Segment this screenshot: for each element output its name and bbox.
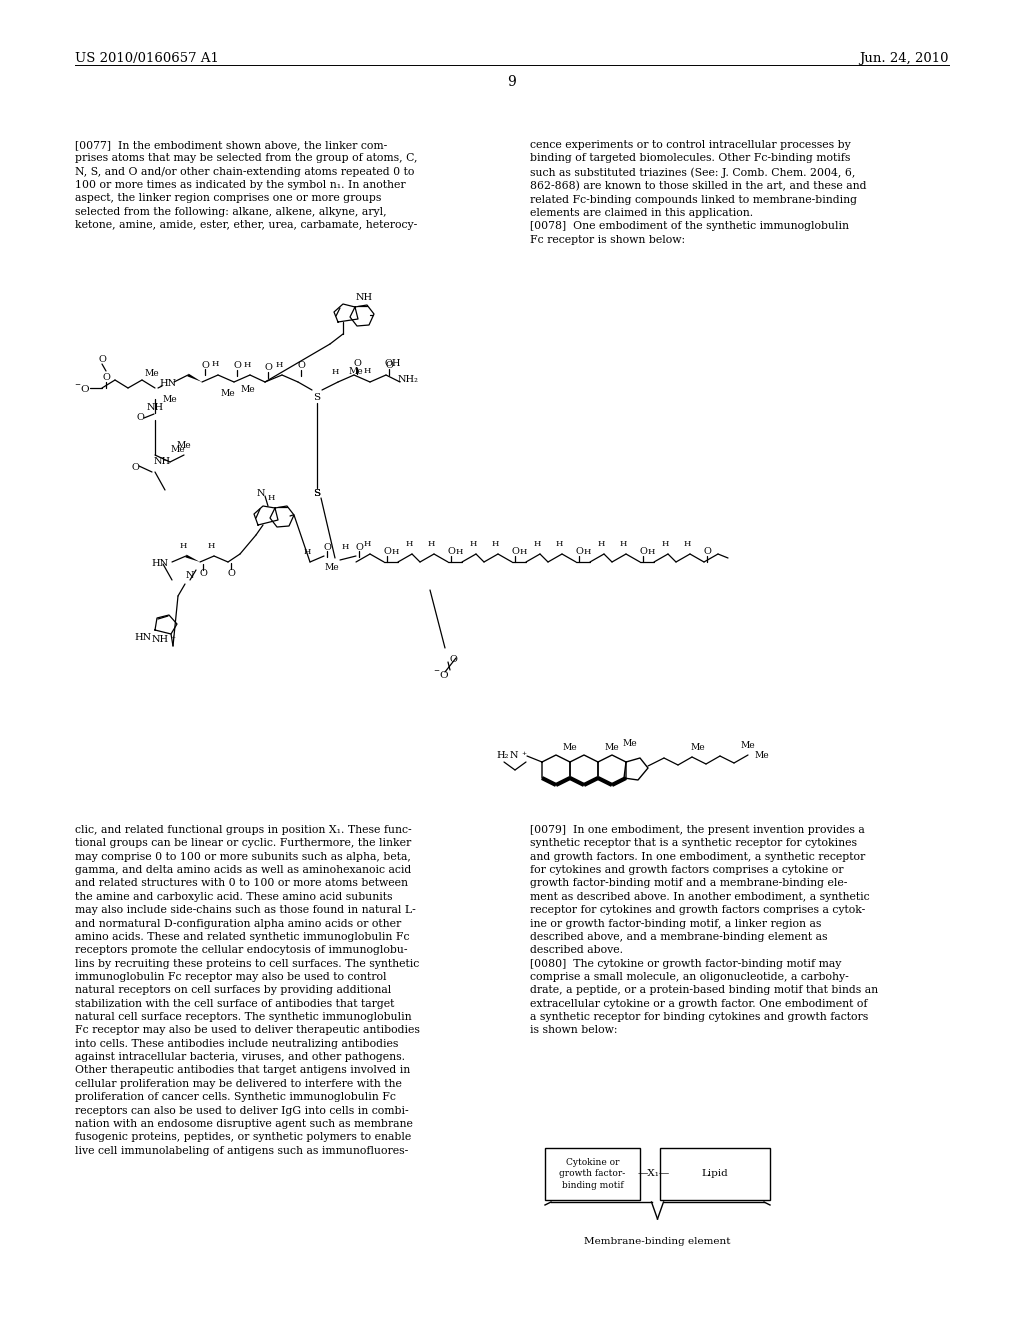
Text: Me: Me [349,367,364,376]
Text: Me: Me [177,441,191,450]
Text: cence experiments or to control intracellular processes by
binding of targeted b: cence experiments or to control intracel… [530,140,866,244]
Text: Me: Me [605,743,620,752]
Text: 9: 9 [508,75,516,88]
Text: Me: Me [241,385,255,395]
Text: $^+$: $^+$ [520,751,527,759]
Text: Me: Me [144,370,160,379]
Text: O: O [227,569,234,578]
Text: clic, and related functional groups in position X₁. These func-
tional groups ca: clic, and related functional groups in p… [75,825,420,1155]
Text: Lipid: Lipid [701,1170,728,1179]
Text: O: O [383,548,391,557]
Polygon shape [185,554,200,562]
Text: O: O [447,548,455,557]
Text: NH: NH [152,635,169,644]
Text: $^{-}$O: $^{-}$O [433,669,450,681]
Text: H: H [662,540,669,548]
Text: H: H [267,494,274,502]
Bar [660,1148,770,1200]
Text: OH: OH [385,359,401,367]
Text: O: O [264,363,272,372]
Text: H: H [492,540,499,548]
Text: O: O [297,362,305,371]
Text: $^{-}$O: $^{-}$O [74,383,90,393]
Text: S: S [313,488,321,498]
Text: NH₂: NH₂ [397,375,419,384]
Text: O: O [450,656,457,664]
Text: Me: Me [740,742,756,751]
Text: O: O [136,413,144,422]
Text: O: O [199,569,207,578]
Text: O: O [703,548,711,557]
Text: Me: Me [171,446,185,454]
Text: [0077]  In the embodiment shown above, the linker com-
prises atoms that may be : [0077] In the embodiment shown above, th… [75,140,418,230]
Text: O: O [323,543,331,552]
Text: NH: NH [355,293,373,302]
Text: H₂: H₂ [497,751,509,759]
Text: O: O [639,548,647,557]
Text: H: H [406,540,413,548]
Text: O: O [575,548,583,557]
Text: H: H [303,548,310,556]
Text: O: O [355,543,362,552]
Text: N: N [257,488,265,498]
Text: H: H [555,540,562,548]
Text: NH: NH [154,458,171,466]
Text: Me: Me [221,389,236,399]
Text: O: O [201,360,209,370]
Text: H: H [275,360,283,370]
Text: O: O [131,463,139,473]
Text: O: O [102,374,110,383]
Text: NH: NH [146,403,164,412]
Text: Me: Me [163,396,177,404]
Text: H: H [207,543,215,550]
Text: H: H [534,540,541,548]
Text: H: H [332,368,339,376]
Text: H: H [620,540,627,548]
Text: $^+$: $^+$ [169,636,177,644]
Text: O: O [385,360,393,370]
Text: O: O [98,355,105,364]
Text: H: H [427,540,434,548]
Text: S: S [313,392,321,401]
Text: H: H [391,548,398,556]
Text: O: O [353,359,360,368]
Text: O: O [511,548,519,557]
Text: H: H [683,540,690,548]
Text: Me: Me [755,751,769,760]
Text: N: N [185,572,195,581]
Text: H: H [364,367,371,375]
Text: H: H [519,548,526,556]
Text: [0079]  In one embodiment, the present invention provides a
synthetic receptor t: [0079] In one embodiment, the present in… [530,825,879,1035]
Text: HN: HN [160,380,176,388]
Text: —X₁—: —X₁— [638,1170,670,1179]
Text: N: N [510,751,518,760]
Text: H: H [179,543,186,550]
Text: O: O [233,362,241,371]
Bar [545,1148,640,1200]
Text: HN: HN [152,560,169,569]
Text: HN: HN [134,634,152,643]
Text: H: H [584,548,591,556]
Text: H: H [647,548,654,556]
Text: US 2010/0160657 A1: US 2010/0160657 A1 [75,51,219,65]
Text: H: H [597,540,605,548]
Text: S: S [313,488,321,498]
Text: Me: Me [325,562,339,572]
Text: H: H [244,360,251,370]
Polygon shape [187,374,202,381]
Text: Membrane-binding element: Membrane-binding element [585,1237,731,1246]
Text: H: H [456,548,463,556]
Text: H: H [364,540,371,548]
Text: H: H [211,360,219,368]
Text: H: H [469,540,477,548]
Text: Me: Me [690,743,706,752]
Text: H: H [341,543,349,550]
Text: Me: Me [623,739,637,748]
Text: Me: Me [562,743,578,752]
Text: Cytokine or
growth factor-
binding motif: Cytokine or growth factor- binding motif [559,1159,626,1189]
Text: Jun. 24, 2010: Jun. 24, 2010 [859,51,949,65]
